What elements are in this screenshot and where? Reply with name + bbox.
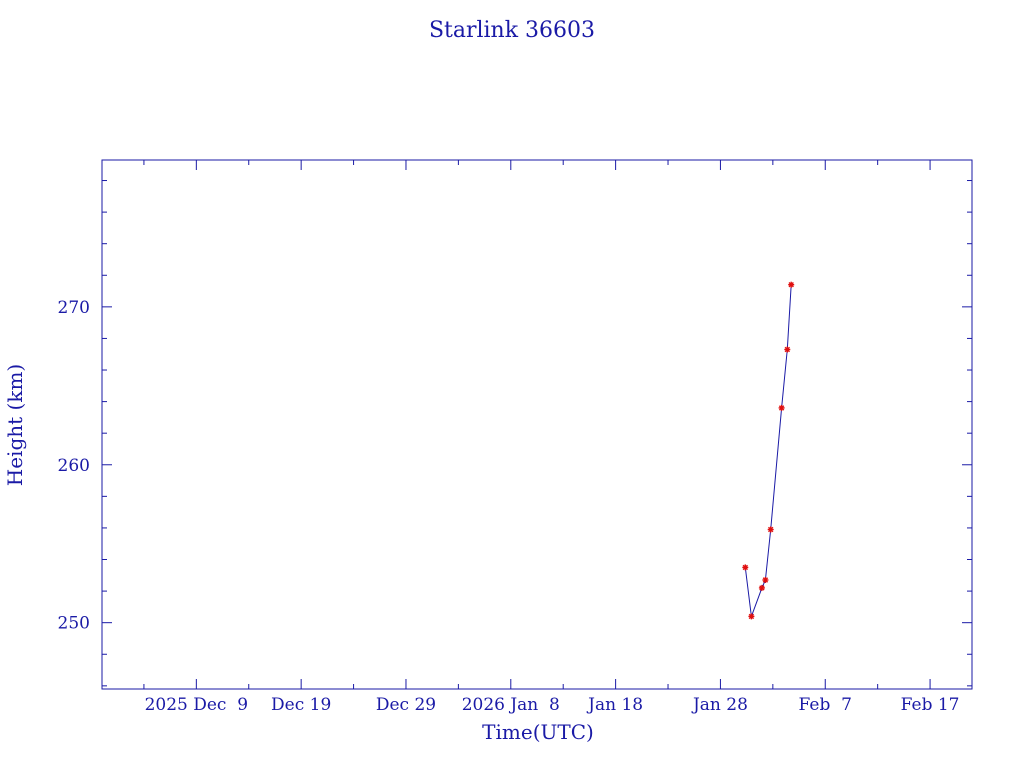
plot-frame [101,159,973,690]
x-tick-label: Jan 18 [586,695,643,715]
series-line [744,284,792,617]
data-point [748,613,755,620]
y-tick-label: 270 [58,298,90,318]
data-point [767,526,774,533]
x-tick-label: Dec 29 [376,695,436,715]
axis-ticks [102,160,972,689]
data-point [742,564,749,571]
x-tick-label: Dec 19 [271,695,331,715]
x-tick-label: Jan 28 [691,695,748,715]
x-tick-label: 2025 Dec 9 [145,695,249,715]
data-point [778,404,785,411]
data-point [758,584,765,591]
y-tick-label: 250 [58,614,90,634]
chart-title: Starlink 36603 [429,18,595,43]
y-tick-label: 260 [58,456,90,476]
x-tick-label: 2026 Jan 8 [462,695,560,715]
series-group [742,281,795,620]
x-tick-label: Feb 17 [901,695,960,715]
data-point [784,346,791,353]
y-tick-labels: 250 260 270 [58,298,90,634]
data-point [762,577,769,583]
x-axis-label: Time(UTC) [482,720,594,744]
x-tick-label: Feb 7 [799,695,852,715]
x-tick-labels: 2025 Dec 9 Dec 19 Dec 29 2026 Jan 8 Jan 18 Ja… [145,695,960,715]
data-point [788,281,795,288]
y-axis-label: Height (km) [3,364,27,486]
